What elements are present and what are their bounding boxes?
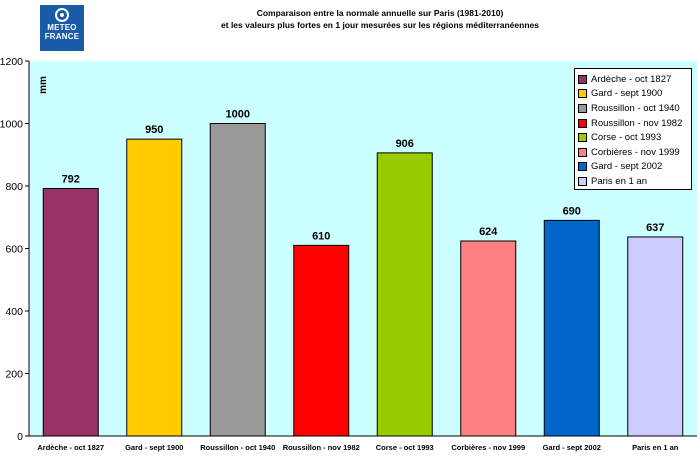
meteo-france-logo: METEO FRANCE bbox=[40, 5, 84, 51]
chart-title-line-2: et les valeurs plus fortes en 1 jour mes… bbox=[221, 20, 539, 30]
y-tick-label: 1200 bbox=[0, 56, 23, 68]
legend-swatch bbox=[578, 118, 587, 128]
legend-label: Corse - oct 1993 bbox=[591, 132, 662, 144]
legend-item: Roussillon - nov 1982 bbox=[578, 116, 688, 131]
logo-icon bbox=[55, 8, 69, 22]
legend-swatch bbox=[578, 103, 587, 113]
data-label: 610 bbox=[312, 230, 330, 242]
y-tick-label: 200 bbox=[5, 369, 23, 381]
legend-item: Roussillon - oct 1940 bbox=[578, 101, 688, 116]
bar bbox=[126, 138, 183, 437]
y-tick-label: 800 bbox=[5, 181, 23, 193]
x-tick-label: Corse - oct 1993 bbox=[376, 443, 434, 452]
y-axis-label: mm bbox=[38, 76, 49, 94]
data-label: 1000 bbox=[226, 109, 250, 121]
x-tick-label: Gard - sept 2002 bbox=[543, 443, 601, 452]
data-label: 624 bbox=[479, 226, 498, 238]
legend-item: Corse - oct 1993 bbox=[578, 130, 688, 145]
legend-label: Roussillon - nov 1982 bbox=[591, 117, 683, 129]
logo-line-1: METEO bbox=[47, 23, 77, 32]
legend-swatch bbox=[578, 162, 587, 172]
legend-swatch bbox=[578, 133, 587, 143]
legend-item: Ardèche - oct 1827 bbox=[578, 72, 688, 87]
data-label: 950 bbox=[145, 124, 163, 136]
chart-legend: Ardèche - oct 1827 Gard - sept 1900 Roussi… bbox=[574, 68, 692, 190]
legend-label: Ardèche - oct 1827 bbox=[591, 73, 672, 85]
y-tick-label: 400 bbox=[5, 306, 23, 318]
legend-label: Roussillon - oct 1940 bbox=[591, 102, 680, 114]
legend-label: Gard - sept 1900 bbox=[591, 88, 663, 100]
x-tick-label: Corbières - nov 1999 bbox=[451, 443, 525, 452]
data-label: 792 bbox=[62, 174, 80, 186]
legend-item: Paris en 1 an bbox=[578, 174, 688, 189]
bar bbox=[376, 152, 433, 437]
data-label: 690 bbox=[563, 205, 581, 217]
bar bbox=[209, 123, 266, 437]
legend-label: Paris en 1 an bbox=[591, 175, 647, 187]
x-tick-label: Paris en 1 an bbox=[632, 443, 679, 452]
y-tick-label: 1000 bbox=[0, 119, 23, 131]
bar bbox=[293, 244, 350, 437]
legend-item: Corbières - nov 1999 bbox=[578, 145, 688, 160]
chart-title-line-1: Comparaison entre la normale annuelle su… bbox=[256, 8, 504, 18]
legend-label: Gard - sept 2002 bbox=[591, 161, 663, 173]
x-tick-label: Roussillon - nov 1982 bbox=[283, 443, 360, 452]
y-tick-label: 0 bbox=[17, 431, 23, 443]
legend-swatch bbox=[578, 74, 587, 84]
data-label: 906 bbox=[396, 138, 414, 150]
x-tick-label: Gard - sept 1900 bbox=[125, 443, 183, 452]
bar bbox=[460, 240, 517, 437]
x-tick-label: Roussillon - oct 1940 bbox=[200, 443, 275, 452]
bar bbox=[627, 236, 684, 437]
logo-line-2: FRANCE bbox=[44, 32, 80, 41]
legend-swatch bbox=[578, 147, 587, 157]
legend-swatch bbox=[578, 176, 587, 186]
bar bbox=[42, 188, 99, 437]
legend-item: Gard - sept 1900 bbox=[578, 87, 688, 102]
legend-item: Gard - sept 2002 bbox=[578, 160, 688, 175]
x-tick-label: Ardèche - oct 1827 bbox=[37, 443, 104, 452]
legend-swatch bbox=[578, 89, 587, 99]
bar bbox=[543, 219, 600, 437]
y-tick-label: 600 bbox=[5, 244, 23, 256]
legend-label: Corbières - nov 1999 bbox=[591, 146, 680, 158]
data-label: 637 bbox=[646, 222, 664, 234]
